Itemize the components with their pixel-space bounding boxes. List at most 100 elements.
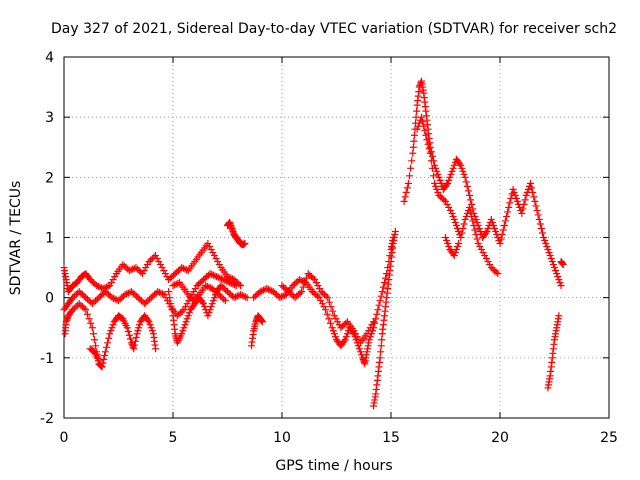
data-point: [181, 265, 189, 273]
data-point: [227, 291, 235, 299]
data-point: [556, 279, 564, 287]
data-point: [505, 203, 513, 211]
data-point: [546, 252, 554, 260]
data-point: [447, 170, 455, 178]
data-point: [557, 282, 565, 290]
data-point: [313, 292, 321, 300]
data-point: [218, 275, 226, 283]
data-point: [152, 252, 160, 260]
data-point: [450, 252, 458, 260]
data-point: [190, 295, 198, 303]
data-point: [203, 282, 211, 290]
data-point: [231, 281, 239, 289]
data-point: [352, 330, 360, 338]
data-point: [328, 324, 336, 332]
data-point: [402, 188, 410, 196]
data-point: [293, 292, 301, 300]
data-point: [193, 282, 201, 290]
data-point: [220, 295, 228, 303]
data-point: [366, 324, 374, 332]
data-point: [271, 289, 279, 297]
series-track-5: [165, 282, 251, 347]
data-point: [329, 307, 337, 315]
data-point: [196, 279, 204, 287]
data-point: [219, 283, 227, 291]
data-point: [342, 319, 350, 327]
data-point: [455, 240, 463, 248]
data-point: [97, 292, 105, 300]
data-point: [555, 276, 563, 284]
data-point: [80, 292, 88, 300]
data-point: [206, 306, 214, 314]
data-point: [132, 292, 140, 300]
data-point: [551, 264, 558, 272]
data-point: [166, 294, 174, 302]
data-point: [317, 288, 325, 296]
data-point: [370, 318, 378, 326]
data-point: [459, 167, 467, 175]
data-point: [423, 136, 431, 144]
data-point: [375, 301, 383, 309]
x-tick-label: 15: [382, 430, 400, 446]
data-point: [182, 303, 190, 311]
data-point: [232, 282, 240, 290]
data-point: [149, 292, 157, 300]
data-point: [365, 336, 373, 344]
data-point: [303, 274, 311, 282]
data-point: [446, 173, 454, 181]
data-point: [510, 188, 518, 196]
data-point: [208, 285, 216, 293]
data-point: [132, 334, 140, 342]
data-point: [400, 197, 408, 205]
data-point: [105, 291, 113, 299]
data-series: [60, 77, 567, 410]
data-point: [299, 283, 307, 291]
data-point: [503, 212, 511, 220]
data-point: [306, 271, 314, 279]
data-point: [224, 278, 232, 286]
data-point: [134, 294, 142, 302]
data-point: [374, 306, 382, 314]
data-point: [559, 261, 567, 269]
data-point: [527, 179, 535, 187]
data-point: [406, 172, 414, 180]
data-point: [413, 125, 421, 133]
series-track-11: [370, 227, 399, 410]
y-tick-label: 3: [45, 110, 54, 126]
series-track-15: [544, 312, 563, 392]
data-point: [155, 258, 163, 266]
data-point: [437, 193, 445, 201]
data-point: [487, 215, 495, 223]
data-point: [276, 294, 284, 302]
data-point: [438, 194, 446, 202]
data-point: [174, 279, 182, 287]
series-track-13: [413, 113, 502, 278]
data-point: [465, 191, 473, 199]
data-point: [317, 297, 325, 305]
data-point: [528, 184, 536, 192]
data-point: [318, 300, 326, 308]
data-point: [161, 270, 169, 278]
data-point: [543, 243, 551, 251]
data-point: [479, 249, 487, 257]
data-point: [292, 279, 300, 287]
data-point: [256, 288, 264, 296]
data-point: [481, 252, 489, 260]
data-point: [530, 193, 538, 201]
data-point: [301, 279, 309, 287]
data-point: [216, 274, 224, 282]
data-point: [165, 288, 173, 296]
data-point: [341, 336, 349, 344]
data-point: [430, 172, 438, 180]
data-point: [464, 187, 472, 195]
data-point: [281, 291, 289, 299]
data-point: [315, 294, 323, 302]
data-point: [296, 289, 304, 297]
data-point: [264, 285, 272, 293]
data-point: [118, 294, 126, 302]
data-point: [311, 276, 319, 284]
data-point: [458, 229, 466, 237]
x-tick-label: 20: [491, 430, 509, 446]
data-point: [470, 221, 478, 229]
data-point: [444, 179, 452, 187]
